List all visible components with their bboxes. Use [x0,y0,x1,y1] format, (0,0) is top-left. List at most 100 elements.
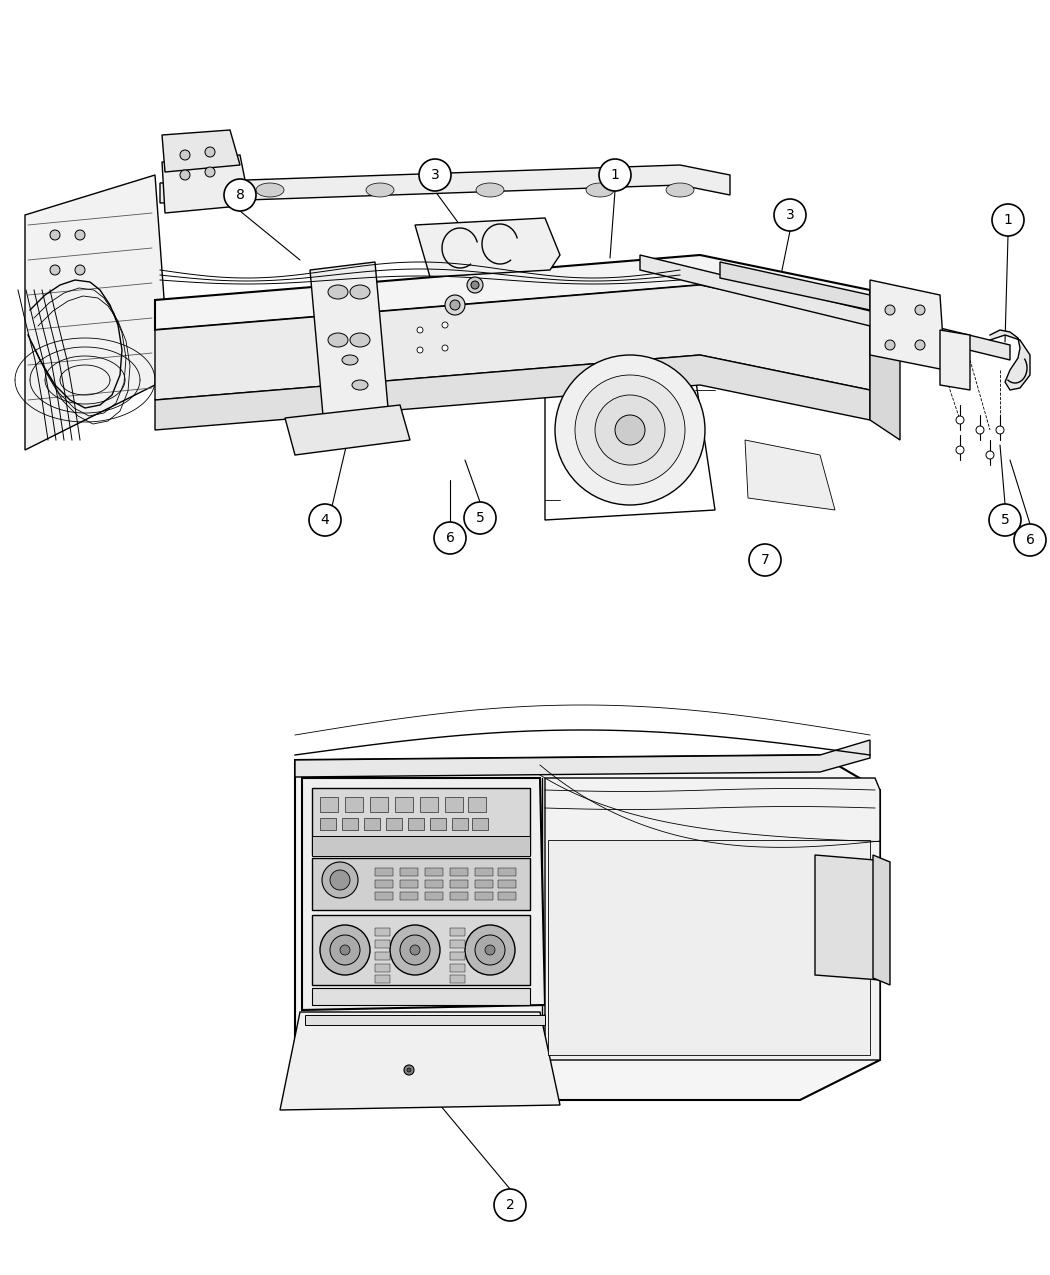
Polygon shape [498,892,516,900]
Circle shape [774,199,806,231]
Text: 8: 8 [235,187,245,201]
Polygon shape [640,255,1010,360]
Ellipse shape [350,286,370,300]
Polygon shape [450,952,465,960]
Circle shape [450,300,460,310]
Polygon shape [425,868,443,876]
Polygon shape [940,330,970,390]
Polygon shape [450,940,465,949]
Circle shape [749,544,781,576]
Circle shape [467,277,483,293]
Circle shape [992,204,1024,236]
Text: 5: 5 [1001,513,1009,527]
Polygon shape [295,740,870,776]
Text: 1: 1 [1004,213,1012,227]
Polygon shape [400,892,418,900]
Polygon shape [162,130,240,172]
Polygon shape [312,915,530,986]
Polygon shape [498,880,516,887]
Polygon shape [302,778,545,1010]
Ellipse shape [586,184,614,198]
Polygon shape [450,964,465,972]
Polygon shape [155,255,870,330]
Circle shape [340,945,350,955]
Polygon shape [155,286,870,400]
Circle shape [915,340,925,351]
Text: 4: 4 [320,513,330,527]
Polygon shape [375,928,390,936]
Polygon shape [873,856,890,986]
Ellipse shape [350,333,370,347]
Circle shape [205,167,215,177]
Polygon shape [450,868,468,876]
Polygon shape [452,819,468,830]
Circle shape [989,504,1021,536]
Polygon shape [408,819,424,830]
Polygon shape [285,405,410,455]
Polygon shape [375,964,390,972]
Circle shape [322,862,358,898]
Circle shape [885,340,895,351]
Circle shape [180,170,190,180]
Polygon shape [375,892,393,900]
Polygon shape [312,988,530,1005]
Circle shape [50,230,60,240]
Polygon shape [375,975,390,983]
Circle shape [75,230,85,240]
Ellipse shape [342,354,358,365]
Polygon shape [25,175,170,450]
Ellipse shape [366,184,394,198]
Circle shape [464,502,496,534]
Circle shape [404,1065,414,1075]
Circle shape [330,935,360,965]
Polygon shape [425,892,443,900]
Circle shape [595,395,665,465]
Ellipse shape [186,184,214,198]
Polygon shape [370,797,388,812]
Polygon shape [870,289,900,440]
Circle shape [417,347,423,353]
Circle shape [996,426,1004,434]
Circle shape [400,935,430,965]
Polygon shape [304,1015,545,1025]
Circle shape [407,1068,411,1072]
Polygon shape [450,880,468,887]
Circle shape [915,305,925,315]
Circle shape [465,924,514,975]
Polygon shape [375,868,393,876]
Circle shape [330,870,350,890]
Polygon shape [450,975,465,983]
Polygon shape [425,880,443,887]
Polygon shape [310,261,390,439]
Circle shape [205,147,215,157]
Polygon shape [475,868,494,876]
Circle shape [976,426,984,434]
Circle shape [575,375,685,484]
Ellipse shape [256,184,284,198]
Circle shape [224,179,256,210]
Circle shape [598,159,631,191]
Polygon shape [160,164,730,203]
Polygon shape [746,440,835,510]
Polygon shape [312,858,530,910]
Circle shape [390,924,440,975]
Polygon shape [475,880,494,887]
Circle shape [417,326,423,333]
Circle shape [419,159,452,191]
Polygon shape [375,952,390,960]
Ellipse shape [328,286,348,300]
Polygon shape [450,892,468,900]
Polygon shape [720,261,870,310]
Circle shape [50,265,60,275]
Polygon shape [545,778,880,1060]
Polygon shape [345,797,363,812]
Polygon shape [815,856,880,980]
Polygon shape [375,880,393,887]
Polygon shape [280,1012,560,1111]
Polygon shape [415,218,560,277]
Circle shape [885,305,895,315]
Text: 3: 3 [785,208,795,222]
Circle shape [615,414,645,445]
Polygon shape [450,928,465,936]
Polygon shape [320,797,338,812]
